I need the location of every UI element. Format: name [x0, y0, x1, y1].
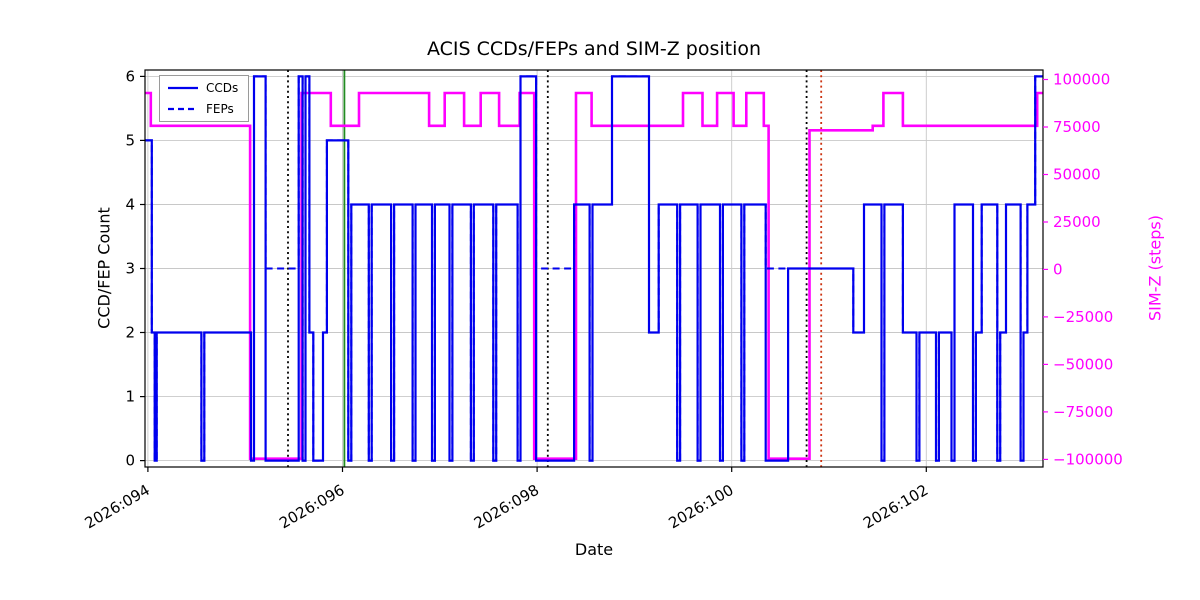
legend-item-feps: FEPs: [166, 102, 238, 116]
y-tick-label-left: 4: [125, 196, 135, 214]
y-tick-label-left: 1: [125, 388, 135, 406]
x-tick-label: 2026:096: [276, 481, 347, 533]
y-tick-label-right: −25000: [1053, 308, 1113, 326]
y-tick-label-left: 0: [125, 452, 135, 470]
y-tick-label-right: −75000: [1053, 403, 1113, 421]
x-tick-label: 2026:102: [860, 481, 931, 533]
chart-title: ACIS CCDs/FEPs and SIM-Z position: [426, 38, 762, 60]
y-tick-label-left: 2: [125, 324, 135, 342]
legend-line-solid-icon: [168, 86, 198, 90]
y-tick-label-right: 0: [1053, 260, 1063, 278]
y-ticks-right: 100000 75000 50000 25000 0 −25000 −50000 −75000…: [1043, 71, 1123, 468]
legend-item-ccds: CCDs: [166, 81, 238, 95]
series-feps-line: [145, 75, 1043, 462]
legend-line-dashed-icon: [168, 107, 198, 111]
x-ticks: 2026:094 2026:096 2026:098 2026:100 2026:102: [82, 467, 931, 533]
legend-label-feps: FEPs: [206, 102, 234, 116]
y-ticks-left: 0 1 2 3 4 5 6: [125, 67, 145, 470]
y-tick-label-right: 50000: [1053, 166, 1101, 184]
x-axis-label: Date: [574, 540, 614, 559]
x-tick-label: 2026:094: [82, 481, 153, 533]
x-tick-label: 2026:100: [665, 481, 736, 533]
y-tick-label-right: −100000: [1053, 450, 1123, 468]
y-tick-label-right: 100000: [1053, 71, 1110, 89]
y-tick-label-right: 25000: [1053, 213, 1101, 231]
legend-label-ccds: CCDs: [206, 81, 239, 95]
series-simz-line: [145, 91, 1043, 460]
y-tick-label-left: 3: [125, 260, 135, 278]
y-tick-label-left: 5: [125, 131, 135, 149]
y-tick-label-left: 6: [125, 67, 135, 85]
y-tick-label-right: 75000: [1053, 118, 1101, 136]
data-series: [145, 75, 1043, 462]
legend: CCDs FEPs: [159, 75, 250, 122]
x-tick-label: 2026:098: [471, 481, 542, 533]
y-tick-label-right: −50000: [1053, 355, 1113, 373]
series-ccds-line: [145, 75, 1043, 462]
